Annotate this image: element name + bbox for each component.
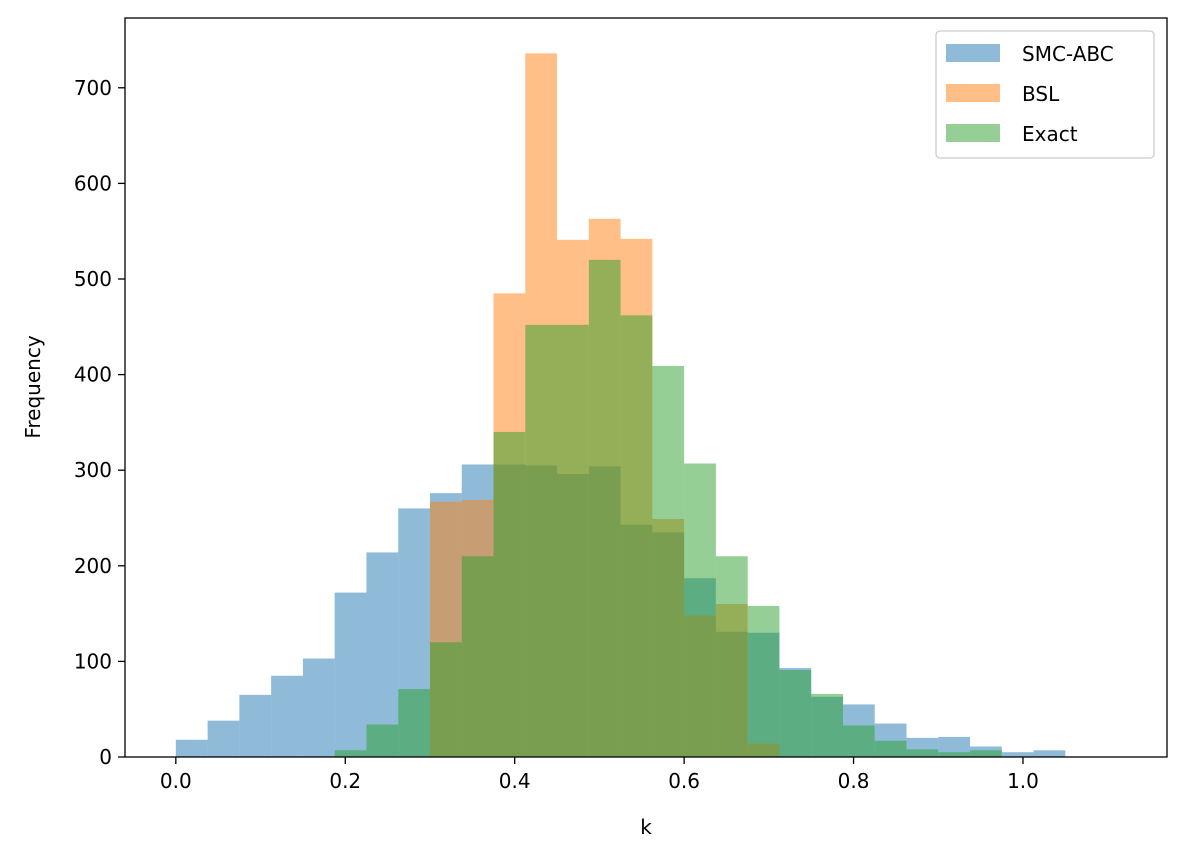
bar-exact-12 [715,556,748,757]
legend-label-bsl: BSL [1022,82,1060,106]
bar-exact-6 [525,324,558,757]
x-tick-label-1: 0.2 [329,769,361,793]
bar-exact-19 [938,752,971,757]
bar-exact-14 [779,670,812,757]
bar-exact-4 [461,556,494,757]
x-axis-label: k [640,815,652,839]
legend-swatch-smc-abc [946,44,1000,62]
plot-frame [124,17,1168,758]
legend-label-exact: Exact [1022,122,1078,146]
x-axis-ticks: 0.0 0.2 0.4 0.6 0.8 1.0 [160,757,1039,793]
y-tick-label-6: 600 [74,171,112,195]
bar-exact-11 [684,463,716,757]
bar-exact-10 [652,365,685,757]
y-tick-label-0: 0 [99,745,112,769]
bar-exact-20 [970,750,1002,757]
bar-smc-abc-4 [302,658,335,757]
y-tick-label-4: 400 [74,363,112,387]
x-tick-label-5: 1.0 [1007,769,1039,793]
y-tick-label-5: 500 [74,267,112,291]
bar-exact-18 [906,749,939,757]
y-axis-ticks: 0 100 200 300 400 500 600 700 [74,76,125,769]
bar-exact-0 [334,750,367,757]
bar-smc-abc-0 [175,739,208,757]
legend-label-smc-abc: SMC-ABC [1022,42,1114,66]
bar-smc-abc-3 [271,675,303,757]
y-tick-label-3: 300 [74,458,112,482]
bar-exact-2 [398,689,430,757]
bar-smc-abc-24 [938,736,971,757]
bar-smc-abc-26 [1001,752,1034,757]
bar-smc-abc-1 [207,720,240,757]
x-tick-label-3: 0.6 [668,769,700,793]
y-tick-label-7: 700 [74,76,112,100]
bar-smc-abc-2 [239,694,272,757]
bar-exact-16 [842,725,875,757]
bar-exact-7 [557,324,589,757]
y-tick-label-1: 100 [74,649,112,673]
bar-smc-abc-5 [334,592,367,757]
bar-exact-1 [366,724,399,757]
legend-swatch-bsl [946,84,1000,102]
legend: SMC-ABC BSL Exact [935,30,1155,159]
bars-layer [175,53,1066,758]
bar-exact-5 [493,431,526,757]
bar-exact-9 [620,315,653,757]
bar-exact-15 [811,693,843,757]
bar-exact-13 [747,605,780,757]
bar-exact-3 [429,642,462,757]
bar-exact-17 [874,740,907,757]
x-tick-label-0: 0.0 [160,769,192,793]
legend-swatch-exact [946,124,1000,142]
bar-exact-8 [588,259,621,757]
bar-smc-abc-27 [1033,750,1066,757]
y-tick-label-2: 200 [74,554,112,578]
y-axis-label: Frequency [21,335,45,438]
x-tick-label-4: 0.8 [838,769,870,793]
x-tick-label-2: 0.4 [499,769,531,793]
bar-smc-abc-6 [366,552,399,757]
